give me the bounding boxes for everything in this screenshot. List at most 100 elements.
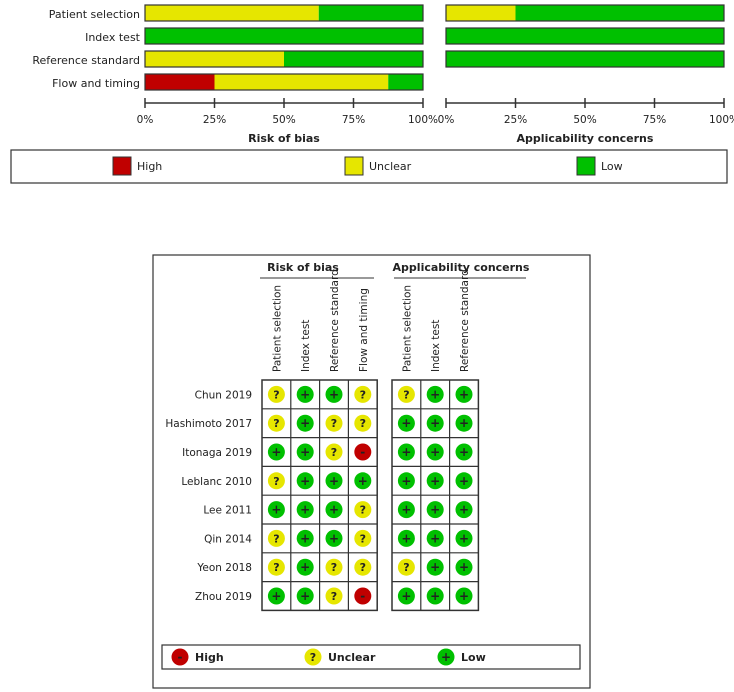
judgement-low-icon bbox=[296, 558, 314, 576]
judgement-low-icon bbox=[455, 443, 473, 461]
bar-segment-unclear bbox=[145, 51, 284, 67]
judgement-symbol: ? bbox=[331, 590, 337, 603]
study-name: Qin 2014 bbox=[204, 533, 252, 545]
judgement-symbol: ? bbox=[360, 532, 366, 545]
judgement-low-icon bbox=[397, 501, 415, 519]
judgement-low-icon bbox=[296, 443, 314, 461]
judgement-symbol: + bbox=[441, 650, 451, 664]
judgement-symbol: ? bbox=[273, 561, 279, 574]
legend-swatch-unclear bbox=[344, 156, 364, 176]
judgement-low-icon bbox=[455, 587, 473, 605]
category-label: Flow and timing bbox=[52, 77, 140, 90]
judgement-symbol: + bbox=[459, 531, 469, 545]
x-tick-label: 0% bbox=[438, 114, 455, 126]
judgement-low-icon bbox=[426, 558, 444, 576]
judgement-symbol: + bbox=[401, 503, 411, 517]
judgement-symbol: + bbox=[430, 531, 440, 545]
judgement-symbol: + bbox=[329, 387, 339, 401]
legend-label: Low bbox=[601, 160, 623, 173]
judgement-symbol: ? bbox=[360, 417, 366, 430]
judgement-symbol: + bbox=[300, 387, 310, 401]
bar-segment-high bbox=[145, 74, 215, 90]
study-name: Hashimoto 2017 bbox=[165, 418, 252, 430]
judgement-low-icon bbox=[397, 472, 415, 490]
judgement-unclear-icon bbox=[354, 385, 372, 403]
judgement-symbol: ? bbox=[273, 475, 279, 488]
x-tick-label: 0% bbox=[137, 114, 154, 126]
column-label: Reference standard bbox=[329, 269, 341, 372]
table-box bbox=[152, 254, 591, 689]
column-label: Index test bbox=[430, 320, 442, 372]
bar-segment-low bbox=[515, 5, 724, 21]
judgement-unclear-icon bbox=[354, 529, 372, 547]
judgement-low-icon bbox=[426, 472, 444, 490]
judgement-unclear-icon bbox=[354, 414, 372, 432]
judgement-low-icon bbox=[437, 648, 455, 666]
judgement-symbol: ? bbox=[360, 504, 366, 517]
column-label: Reference standard bbox=[459, 269, 471, 372]
cell-group: ? + + + bbox=[267, 472, 372, 490]
judgement-symbol: + bbox=[271, 503, 281, 517]
cell-group: ? + +? bbox=[267, 529, 372, 547]
judgement-unclear-icon bbox=[304, 648, 322, 666]
judgement-unclear-icon bbox=[267, 385, 285, 403]
judgement-symbol: + bbox=[430, 474, 440, 488]
judgement-unclear-icon bbox=[325, 587, 343, 605]
judgement-symbol: + bbox=[430, 503, 440, 517]
judgement-low-icon bbox=[267, 501, 285, 519]
bar-segment-low bbox=[318, 5, 423, 21]
judgement-symbol: ? bbox=[360, 388, 366, 401]
cell-group: ? + + bbox=[397, 558, 473, 576]
judgement-unclear-icon bbox=[267, 472, 285, 490]
bar-outline bbox=[144, 73, 424, 91]
judgement-symbol: + bbox=[459, 445, 469, 459]
judgement-symbol: + bbox=[459, 387, 469, 401]
column-label: Index test bbox=[300, 320, 312, 372]
legend-label: Unclear bbox=[369, 160, 412, 173]
judgement-unclear-icon bbox=[267, 414, 285, 432]
judgement-symbol: + bbox=[430, 560, 440, 574]
bar-segment-low bbox=[284, 51, 423, 67]
judgement-low-icon bbox=[296, 501, 314, 519]
judgement-symbol: + bbox=[300, 560, 310, 574]
judgement-symbol: ? bbox=[403, 388, 409, 401]
judgement-low-icon bbox=[354, 472, 372, 490]
study-name: Zhou 2019 bbox=[195, 591, 252, 603]
cell-group: + + + bbox=[397, 529, 473, 547]
judgement-symbol: + bbox=[459, 416, 469, 430]
judgement-symbol: + bbox=[430, 387, 440, 401]
judgement-symbol: + bbox=[459, 589, 469, 603]
judgement-symbol: + bbox=[401, 589, 411, 603]
judgement-high-icon bbox=[171, 648, 189, 666]
judgement-symbol: ? bbox=[331, 561, 337, 574]
judgement-symbol: + bbox=[300, 531, 310, 545]
judgement-symbol: + bbox=[401, 416, 411, 430]
judgement-low-icon bbox=[325, 385, 343, 403]
cell-group: ? +?? bbox=[267, 558, 372, 576]
judgement-symbol: + bbox=[459, 560, 469, 574]
legend-label: Low bbox=[461, 651, 486, 664]
category-label: Patient selection bbox=[49, 8, 140, 21]
judgement-high-icon bbox=[354, 587, 372, 605]
judgement-unclear-icon bbox=[267, 529, 285, 547]
judgement-symbol: + bbox=[401, 474, 411, 488]
applicability-header: Applicability concerns bbox=[393, 261, 530, 274]
judgement-unclear-icon bbox=[354, 558, 372, 576]
study-name: Leblanc 2010 bbox=[181, 476, 252, 488]
judgement-low-icon bbox=[267, 443, 285, 461]
cell-group: ? + +? bbox=[267, 385, 372, 403]
x-tick-label: 50% bbox=[573, 114, 596, 126]
judgement-symbol: ? bbox=[310, 651, 316, 664]
x-tick-label: 25% bbox=[504, 114, 527, 126]
x-tick-label: 100% bbox=[709, 114, 734, 126]
judgement-symbol: ? bbox=[273, 388, 279, 401]
judgement-symbol: + bbox=[300, 589, 310, 603]
judgement-low-icon bbox=[325, 472, 343, 490]
judgement-low-icon bbox=[296, 472, 314, 490]
bar-segment-low bbox=[388, 74, 423, 90]
study-name: Chun 2019 bbox=[195, 389, 252, 401]
judgement-symbol: + bbox=[329, 474, 339, 488]
judgement-symbol: + bbox=[271, 589, 281, 603]
